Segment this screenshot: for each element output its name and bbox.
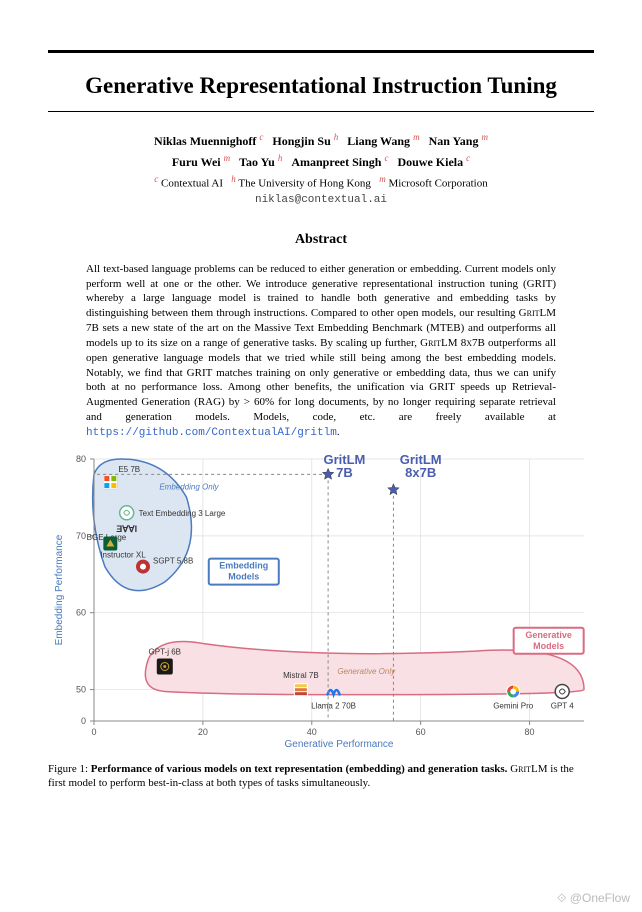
author-name: Tao Yu [239, 155, 275, 169]
watermark-text: @OneFlow [570, 891, 630, 905]
abstract-text: . [337, 426, 340, 438]
figure-1: 0 20 40 60 80 0 50 60 70 80 Generative Performance… [48, 451, 594, 756]
contact-email: niklas@contextual.ai [48, 194, 594, 206]
author-name: Niklas Muennighoff [154, 134, 256, 148]
affil-sup: c [466, 153, 470, 163]
affil-text: The University of Hong Kong [238, 178, 371, 190]
affil-sup: c [154, 174, 158, 184]
author-name: Furu Wei [172, 155, 221, 169]
affil-sup: m [224, 153, 231, 163]
affil-sup: m [481, 132, 488, 142]
svg-text:Generative Performance: Generative Performance [285, 739, 394, 750]
smallcaps: rit [518, 763, 531, 775]
svg-text:60: 60 [416, 727, 426, 737]
svg-text:Generative Only: Generative Only [337, 667, 396, 676]
svg-text:GPT 4: GPT 4 [551, 701, 575, 710]
repo-link[interactable]: https://github.com/ContextualAI/gritlm [86, 427, 337, 439]
smallcaps: rit [428, 337, 441, 349]
caption-text: G [507, 763, 518, 775]
authors-line-2: Furu Wei m Tao Yu h Amanpreet Singh c Do… [48, 153, 594, 170]
caption-prefix: Figure 1: [48, 763, 91, 775]
svg-text:Instructor XL: Instructor XL [100, 550, 146, 559]
svg-text:80: 80 [76, 454, 86, 464]
svg-text:Generative: Generative [525, 630, 572, 640]
svg-text:0: 0 [91, 727, 96, 737]
affil-sup: c [384, 153, 388, 163]
svg-text:GPT-j 6B: GPT-j 6B [149, 647, 181, 656]
svg-text:70: 70 [76, 531, 86, 541]
affil-sup: h [278, 153, 283, 163]
abstract-text: LM 8 [441, 337, 466, 349]
svg-text:80: 80 [525, 727, 535, 737]
figure-1-caption: Figure 1: Performance of various models … [48, 762, 594, 791]
affil-sup: m [413, 132, 420, 142]
abstract-heading: Abstract [48, 232, 594, 248]
affil-sup: h [334, 132, 339, 142]
svg-text:Text Embedding 3 Large: Text Embedding 3 Large [139, 509, 226, 518]
svg-text:40: 40 [307, 727, 317, 737]
svg-text:Models: Models [228, 571, 259, 581]
watermark-icon: ⟐ [557, 891, 570, 905]
top-rule [48, 50, 594, 53]
svg-text:Gemini Pro: Gemini Pro [493, 701, 534, 710]
watermark: ⟐ @OneFlow [557, 891, 630, 906]
caption-bold: Performance of various models on text re… [91, 763, 508, 775]
smallcaps: rit [527, 307, 540, 319]
abstract-body: All text-based language problems can be … [86, 262, 556, 441]
svg-text:Models: Models [533, 641, 564, 651]
svg-text:Embedding Performance: Embedding Performance [54, 534, 65, 645]
svg-text:Embedding Only: Embedding Only [159, 483, 219, 492]
svg-text:Mistral 7B: Mistral 7B [283, 671, 319, 680]
author-name: Liang Wang [347, 134, 410, 148]
svg-text:SGPT 5.8B: SGPT 5.8B [153, 556, 193, 565]
abstract-text: All text-based language problems can be … [86, 263, 556, 320]
paper-page: Generative Representational Instruction … [0, 0, 642, 810]
affil-sup: h [231, 174, 236, 184]
authors-block: Niklas Muennighoff c Hongjin Su h Liang … [48, 132, 594, 206]
abstract-text: 7B outperforms all open generative langu… [86, 337, 556, 423]
svg-text:E5 7B: E5 7B [118, 465, 140, 474]
svg-text:8x7B: 8x7B [405, 465, 436, 480]
affil-sup: m [379, 174, 386, 184]
authors-line-1: Niklas Muennighoff c Hongjin Su h Liang … [48, 132, 594, 149]
svg-text:60: 60 [76, 607, 86, 617]
author-name: Amanpreet Singh [291, 155, 381, 169]
svg-text:20: 20 [198, 727, 208, 737]
affil-text: Contextual AI [161, 178, 223, 190]
svg-text:7B: 7B [336, 465, 353, 480]
author-name: Douwe Kiela [397, 155, 463, 169]
affil-sup: c [259, 132, 263, 142]
svg-text:0: 0 [81, 716, 86, 726]
author-name: Hongjin Su [272, 134, 330, 148]
author-name: Nan Yang [429, 134, 479, 148]
svg-text:Embedding: Embedding [219, 560, 268, 570]
under-title-rule [48, 111, 594, 112]
svg-text:50: 50 [76, 684, 86, 694]
affiliations-line: c Contextual AI h The University of Hong… [48, 174, 594, 190]
figure-1-svg: 0 20 40 60 80 0 50 60 70 80 Generative Performance… [48, 451, 594, 751]
paper-title: Generative Representational Instruction … [48, 73, 594, 99]
svg-text:Llama 2 70B: Llama 2 70B [311, 701, 356, 710]
affil-text: Microsoft Corporation [388, 178, 487, 190]
